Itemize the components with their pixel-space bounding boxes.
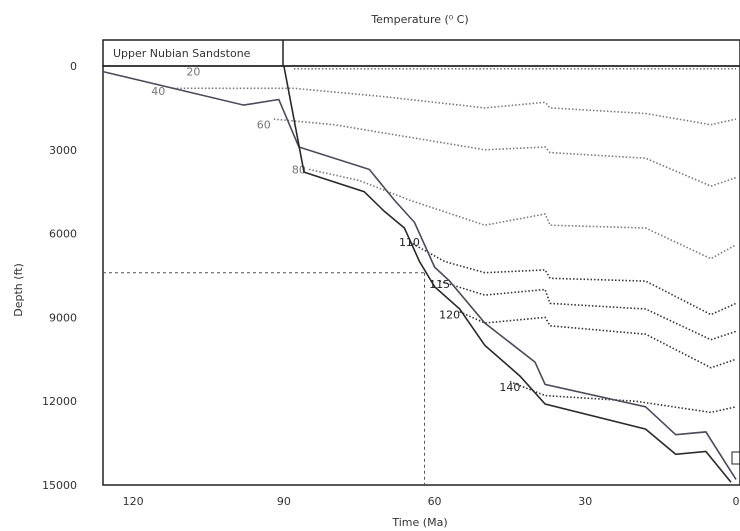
isotherm-label-140: 140: [499, 381, 520, 394]
burial-curve-1: [102, 70, 737, 480]
y-tick-label: 6000: [49, 228, 77, 241]
isotherm-40: [173, 87, 737, 126]
y-tick-label: 15000: [42, 479, 77, 492]
isotherm-label-120: 120: [439, 309, 460, 322]
isotherm-label-110: 110: [399, 236, 420, 249]
x-tick-label: 30: [578, 495, 592, 508]
isotherm-label-20: 20: [186, 66, 200, 79]
y-axis-label: Depth (ft): [12, 263, 25, 317]
plot-area: [102, 65, 740, 486]
y-tick-label: 3000: [49, 144, 77, 157]
x-tick-label: 90: [277, 495, 291, 508]
isotherm-80: [308, 168, 737, 260]
burial-curve-2: [283, 65, 732, 483]
y-tick-label: 12000: [42, 395, 77, 408]
formation-box: [102, 39, 740, 67]
x-axis-ticks: 120 90 60 30 0: [123, 495, 740, 508]
isotherm-label-115: 115: [429, 278, 450, 291]
chart-title: Temperature (⁰ C): [370, 13, 468, 26]
x-tick-label: 120: [123, 495, 144, 508]
isotherm-60: [273, 118, 737, 187]
x-tick-label: 60: [428, 495, 442, 508]
burial-curves: [102, 65, 737, 483]
isotherm-label-60: 60: [257, 119, 271, 132]
isotherm-140: [509, 380, 737, 414]
y-axis-ticks: 0 3000 6000 9000 12000 15000: [42, 60, 77, 492]
y-tick-label: 0: [70, 60, 77, 73]
x-tick-label: 0: [733, 495, 740, 508]
isotherm-115: [439, 280, 737, 341]
reference-marker: [103, 272, 426, 485]
isotherm-110: [409, 241, 737, 316]
isotherm-120: [459, 311, 737, 369]
formation-label: Upper Nubian Sandstone: [113, 47, 251, 60]
basement-marker: [731, 451, 740, 465]
y-tick-label: 9000: [49, 311, 77, 324]
isotherm-label-40: 40: [151, 85, 165, 98]
x-axis-label: Time (Ma): [391, 516, 447, 529]
